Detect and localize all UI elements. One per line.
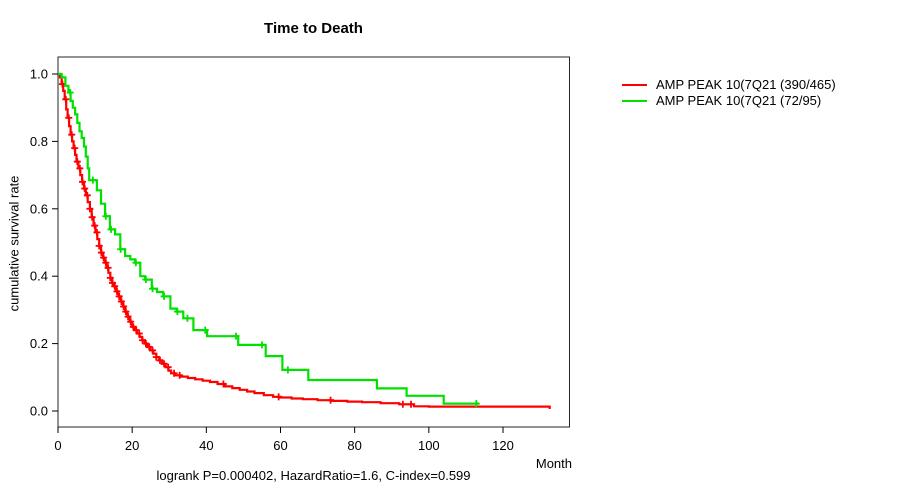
stats-annotation: logrank P=0.000402, HazardRatio=1.6, C-i…: [156, 468, 471, 483]
legend-color-line: [622, 99, 647, 103]
legend-item: AMP PEAK 10(7Q21 (72/95): [622, 93, 836, 109]
x-tick-label: 120: [492, 438, 514, 453]
survival-curve-group2: [58, 72, 479, 405]
y-tick-label: 1.0: [30, 67, 48, 82]
x-tick-label: 100: [418, 438, 440, 453]
legend-color-line: [622, 83, 647, 87]
survival-curve-group1: [58, 72, 551, 409]
legend: AMP PEAK 10(7Q21 (390/465) AMP PEAK 10(7Q…: [622, 77, 836, 109]
legend-item: AMP PEAK 10(7Q21 (390/465): [622, 77, 836, 93]
x-axis-label: Month: [535, 456, 572, 471]
y-tick-label: 0.0: [30, 404, 48, 419]
legend-label: AMP PEAK 10(7Q21 (72/95): [656, 93, 822, 108]
axis-box: [57, 56, 570, 428]
x-tick-label: 20: [125, 438, 139, 453]
x-tick-label: 80: [347, 438, 361, 453]
y-tick-label: 0.2: [30, 336, 48, 351]
y-tick-label: 0.8: [30, 134, 48, 149]
x-tick-label: 0: [54, 438, 61, 453]
plot-title: Time to Death: [264, 20, 363, 37]
y-tick-label: 0.4: [30, 269, 48, 284]
x-tick-label: 40: [199, 438, 213, 453]
legend-label: AMP PEAK 10(7Q21 (390/465): [656, 77, 836, 92]
x-tick-label: 60: [273, 438, 287, 453]
y-tick-label: 0.6: [30, 201, 48, 216]
